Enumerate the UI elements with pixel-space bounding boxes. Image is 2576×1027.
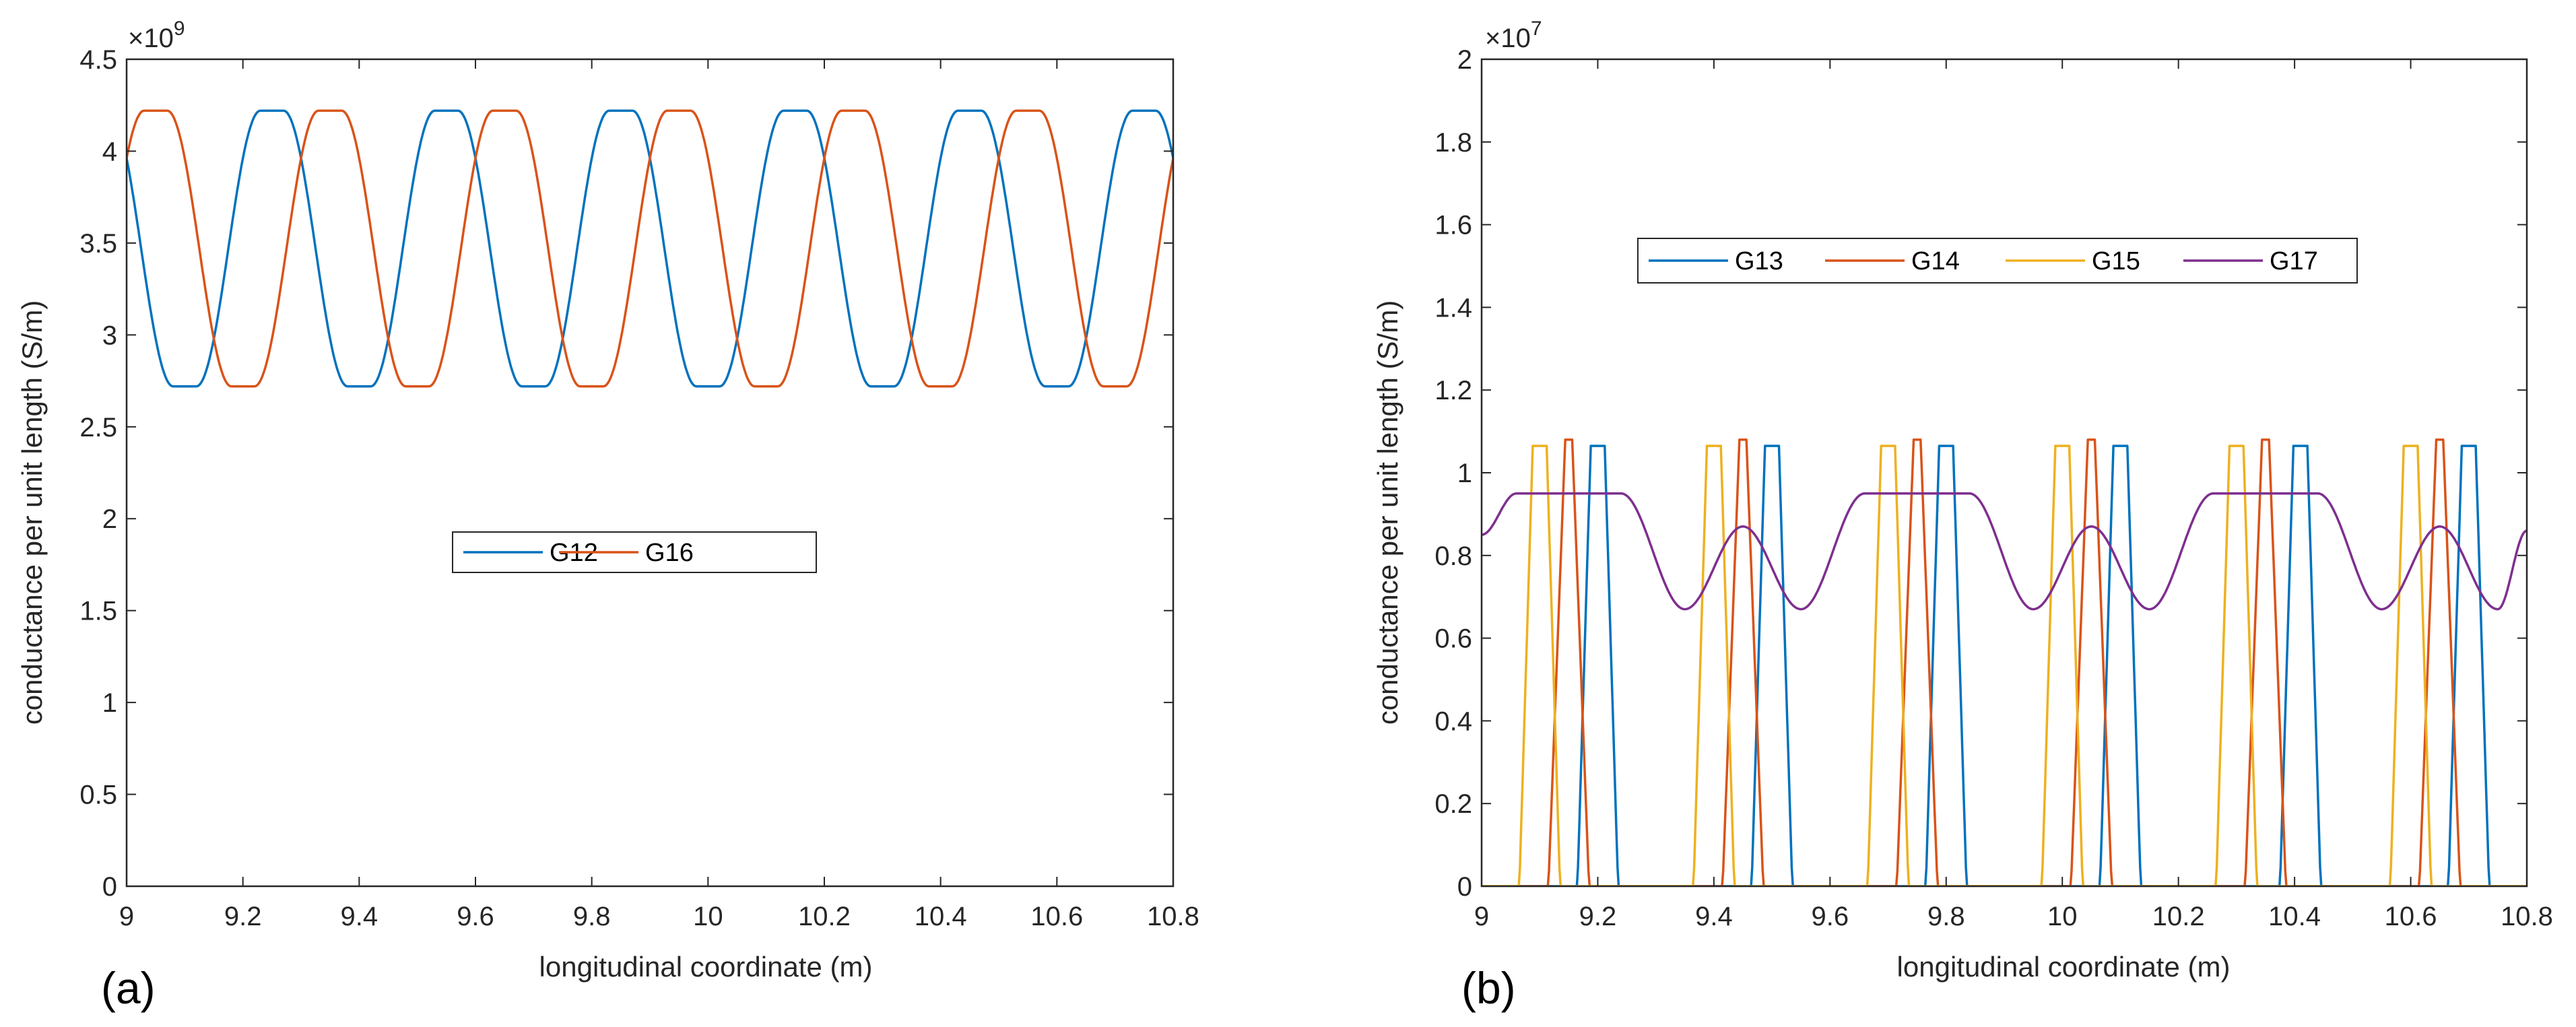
x-tick-label: 9.8: [573, 902, 611, 931]
x-tick-label: 9: [1474, 902, 1489, 931]
x-tick-label: 10.4: [2268, 902, 2321, 931]
x-axis-label-a: longitudinal coordinate (m): [539, 951, 873, 983]
y-tick-label: 0: [102, 872, 117, 902]
y-tick-label: 2: [1457, 45, 1472, 75]
series-group-a: [127, 109, 1173, 388]
legend-label-g14: G14: [1911, 247, 1960, 275]
y-tick-label: 1.8: [1434, 128, 1472, 158]
series-line-g14: [1482, 438, 2527, 886]
axes-box-a: [125, 58, 1175, 888]
y-tick-label: 1.5: [79, 597, 117, 626]
y-tick-label: 0.8: [1434, 541, 1472, 571]
x-tick-label: 9.4: [341, 902, 378, 931]
y-tick-label: 2: [102, 504, 117, 534]
x-tick-label: 10.2: [2152, 902, 2205, 931]
x-tick-label: 10: [693, 902, 723, 931]
y-tick-label: 1: [1457, 459, 1472, 488]
chart-panel-a: 9 9.2 9.4 9.6 9.8 10 10.2 10.4 10.6 10.8 0 0.5 1 1.5 2…: [16, 18, 1199, 1013]
y-tick-label: 0.6: [1434, 624, 1472, 654]
y-tick-label: 1.2: [1434, 376, 1472, 405]
chart-panel-b: 9 9.2 9.4 9.6 9.8 10 10.2 10.4 10.6 10.800.20.40.…: [1372, 18, 2553, 1013]
y-tick-label: 0.2: [1434, 789, 1472, 819]
series-line-g16: [127, 109, 1173, 388]
y-tick-label: 0: [1457, 872, 1472, 902]
y-tick-label: 1: [102, 688, 117, 718]
y-tick-label: 4: [102, 137, 117, 166]
x-tick-label: 9.4: [1695, 902, 1733, 931]
y-tick-label: 2.5: [79, 413, 117, 442]
x-tick-label: 9: [119, 902, 134, 931]
y-tick-label: 3.5: [79, 229, 117, 259]
series-group-b: [1482, 438, 2527, 886]
panel-label-a: (a): [101, 963, 156, 1013]
x-tick-label: 9.8: [1927, 902, 1965, 931]
legend-label-g13: G13: [1735, 247, 1783, 275]
y-tick-label: 1.6: [1434, 211, 1472, 240]
exponent-label-b: ×107: [1485, 18, 1542, 53]
x-tick-label: 10.8: [2501, 902, 2553, 931]
y-tick-label: 0.4: [1434, 706, 1472, 736]
x-tick-label: 10: [2047, 902, 2078, 931]
x-tick-label: 10.6: [1030, 902, 1083, 931]
x-tick-label: 9.6: [1812, 902, 1849, 931]
y-axis-label-a: conductance per unit length (S/m): [16, 300, 48, 725]
series-line-g17: [1482, 492, 2527, 611]
y-tick-label: 3: [102, 321, 117, 350]
x-axis-label-b: longitudinal coordinate (m): [1897, 951, 2231, 983]
panel-label-b: (b): [1461, 963, 1516, 1013]
x-tick-label: 10.6: [2385, 902, 2437, 931]
y-tick-label: 0.5: [79, 781, 117, 810]
legend-a: G12 G16: [452, 531, 817, 573]
series-line-g12: [127, 109, 1173, 388]
legend-label-g15: G15: [2092, 247, 2140, 275]
axes-box-b: [1480, 58, 2528, 888]
plot-area-a: 9 9.2 9.4 9.6 9.8 10 10.2 10.4 10.6 10.8 0 0.5 1 1.5 2…: [79, 45, 1199, 931]
x-tick-label: 10.4: [915, 902, 967, 931]
legend-b: G13 G14 G15 G17: [1637, 238, 2358, 284]
x-tick-label: 9.6: [457, 902, 494, 931]
y-axis-label-b: conductance per unit length (S/m): [1372, 300, 1403, 725]
legend-label-g16: G16: [645, 539, 694, 567]
y-tick-label: 1.4: [1434, 293, 1472, 323]
exponent-label-a: ×109: [128, 18, 185, 53]
plot-area-b: 9 9.2 9.4 9.6 9.8 10 10.2 10.4 10.6 10.800.20.40.…: [1434, 45, 2553, 931]
legend-label-g17: G17: [2270, 247, 2318, 275]
x-tick-label: 10.8: [1147, 902, 1199, 931]
y-tick-label: 4.5: [79, 45, 117, 75]
x-tick-label: 9.2: [1579, 902, 1617, 931]
x-tick-label: 9.2: [224, 902, 262, 931]
x-tick-label: 10.2: [798, 902, 851, 931]
